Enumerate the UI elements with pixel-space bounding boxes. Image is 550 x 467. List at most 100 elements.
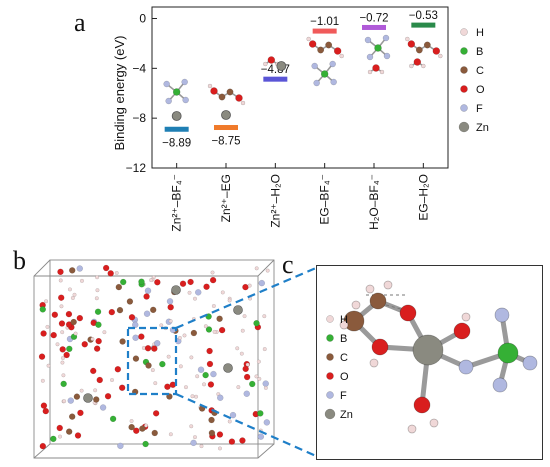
atom-o	[74, 432, 82, 439]
atom-h	[211, 304, 216, 309]
atom-h	[110, 378, 115, 383]
atom-f	[382, 34, 390, 42]
atom-f	[144, 287, 152, 294]
atom-f	[210, 370, 217, 378]
atom-o	[118, 384, 126, 391]
atom-h	[79, 388, 84, 393]
legend-label: Zn	[476, 122, 489, 134]
atom-h	[258, 428, 263, 433]
atom-h	[202, 382, 207, 387]
molecule-zn-bf4	[163, 78, 189, 121]
atom-f	[132, 334, 139, 341]
atom-h	[306, 36, 311, 42]
atom-f	[99, 404, 107, 411]
molecule-eg-h2o	[405, 36, 443, 69]
atom-o	[267, 56, 276, 64]
atom-b	[320, 70, 329, 78]
atom-o	[144, 345, 152, 352]
atom-h	[189, 355, 194, 360]
atom-b	[253, 320, 260, 327]
atom-c	[65, 428, 73, 435]
atom-h	[383, 280, 393, 290]
legend-label: O	[340, 371, 349, 383]
atom-o	[413, 58, 422, 66]
atom-h	[60, 330, 65, 335]
atom-o	[164, 383, 171, 390]
atom-b	[94, 308, 102, 315]
atom-f	[195, 289, 202, 296]
atom-h	[192, 435, 197, 440]
atom-h	[58, 278, 63, 283]
atom-c	[226, 88, 234, 96]
panel-label-c: c	[282, 250, 294, 279]
legend-label: H	[476, 27, 484, 39]
atom-c	[325, 41, 333, 49]
atom-c	[70, 318, 77, 326]
atom-o	[50, 331, 57, 339]
atom-o	[95, 337, 102, 345]
value-label: −1.01	[310, 16, 339, 28]
atom-b	[138, 278, 145, 285]
atom-h	[262, 314, 267, 319]
atom-h	[191, 317, 196, 322]
atom-o	[242, 365, 249, 373]
atom-f	[257, 433, 265, 440]
atom-zn	[223, 363, 233, 373]
atom-h	[168, 432, 173, 437]
atom-b	[109, 415, 117, 423]
atom-zn	[171, 285, 181, 295]
x-tick-label: H₂O–BF₄⁻	[367, 174, 381, 230]
atom-c	[145, 362, 152, 369]
atom-h	[405, 36, 410, 42]
atom-h	[61, 373, 66, 378]
atom-h	[217, 446, 222, 451]
value-label: −0.53	[409, 10, 438, 22]
atom-f	[166, 298, 174, 305]
atom-c	[190, 329, 198, 337]
atom-h	[248, 296, 253, 301]
x-tick-label: Zn²⁺–BF₄⁻	[170, 174, 184, 232]
atom-b	[142, 440, 149, 448]
atom-c	[317, 46, 325, 54]
atom-h	[365, 284, 375, 294]
energy-bar	[214, 125, 238, 131]
atom-h	[60, 356, 65, 361]
atom-b	[249, 380, 256, 388]
atom-zn	[171, 111, 182, 121]
y-tick-label: −12	[126, 161, 147, 175]
atom-f	[243, 390, 250, 397]
atom-o	[206, 360, 214, 368]
atom-c	[423, 41, 431, 49]
atom-o	[152, 410, 160, 417]
plot-frame	[151, 6, 449, 169]
atom-f	[522, 355, 538, 371]
atom-f	[329, 60, 336, 68]
atom-f	[458, 359, 474, 375]
atom-o	[242, 283, 249, 291]
atom-b	[374, 44, 382, 52]
energy-bar	[362, 24, 386, 30]
atom-h	[339, 320, 349, 330]
atom-f	[262, 380, 269, 387]
atom-h	[190, 394, 195, 399]
atom-c	[119, 338, 126, 345]
atom-o	[218, 326, 226, 334]
molecule-h2o-bf4	[364, 34, 391, 75]
legend-label: F	[340, 390, 347, 402]
atom-h	[461, 312, 471, 322]
atom-o	[90, 367, 97, 375]
atom-o	[77, 409, 84, 417]
atom-o	[210, 87, 218, 95]
atom-o	[40, 330, 47, 337]
atom-o	[63, 351, 70, 359]
atom-h	[220, 290, 225, 295]
legend-label: C	[340, 352, 348, 364]
atom-h	[70, 295, 75, 300]
atom-b	[159, 360, 166, 368]
atom-c	[69, 267, 76, 274]
atom-h	[262, 347, 267, 352]
atom-h	[235, 346, 240, 351]
atom-h	[240, 328, 245, 333]
legend-marker	[326, 334, 334, 342]
